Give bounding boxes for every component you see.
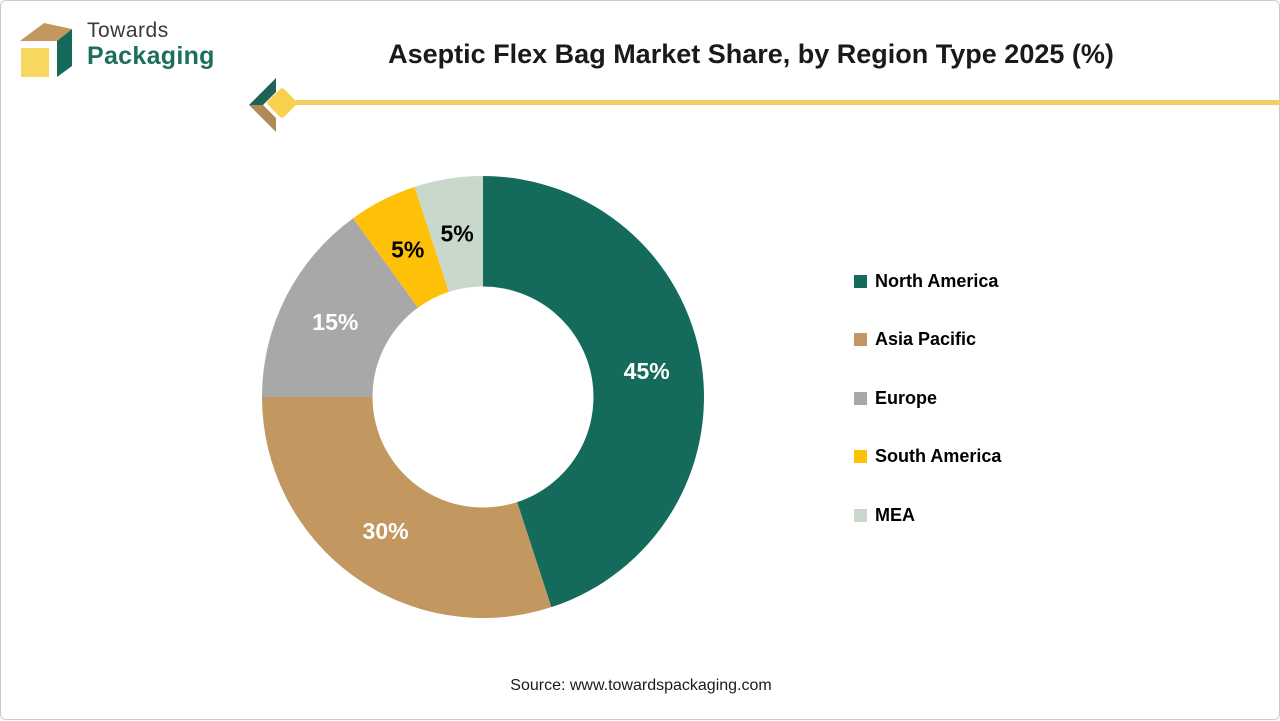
slice-label-north-america: 45%	[624, 358, 670, 384]
logo-box-top-face	[20, 23, 72, 41]
slice-label-asia-pacific: 30%	[363, 518, 409, 544]
legend-item-south-america: South America	[854, 428, 1001, 487]
legend-label-south-america: South America	[875, 446, 1002, 467]
legend-label-asia-pacific: Asia Pacific	[875, 329, 977, 350]
source-text: Source: www.towardspackaging.com	[510, 677, 772, 694]
legend-swatch-south-america	[854, 450, 867, 464]
donut-slice-europe	[262, 218, 419, 397]
legend-label-north-america: North America	[875, 270, 999, 291]
donut-slice-asia-pacific	[262, 397, 552, 618]
slice-label-south-america: 5%	[391, 236, 424, 262]
divider	[249, 78, 1280, 132]
logo-text-towards: Towards	[87, 19, 169, 42]
legend-label-europe: Europe	[875, 387, 938, 408]
legend-swatch-asia-pacific	[854, 333, 867, 347]
donut-slice-south-america	[353, 186, 449, 308]
divider-chevron-green-icon	[249, 78, 276, 105]
legend-swatch-europe	[854, 391, 867, 405]
donut-slice-north-america	[483, 176, 705, 608]
logo-box-side-face	[57, 29, 72, 77]
legend-swatch-mea	[854, 508, 867, 522]
divider-diamond-icon	[267, 88, 297, 118]
legend-label-mea: MEA	[875, 504, 915, 525]
legend-swatch-north-america	[854, 274, 867, 288]
logo-wordmark: Towards Packaging	[87, 20, 215, 69]
slice-label-mea: 5%	[440, 220, 473, 246]
logo-text-packaging: Packaging	[87, 42, 215, 70]
legend-item-mea: MEA	[854, 486, 1001, 545]
legend-item-europe: Europe	[854, 369, 1001, 428]
donut-slice-mea	[414, 176, 483, 292]
logo-box-front-face	[21, 48, 49, 77]
divider-line	[296, 100, 1280, 105]
legend: North America Asia Pacific Europe South …	[854, 252, 1001, 545]
divider-chevron-tan-icon	[249, 105, 276, 132]
legend-item-north-america: North America	[854, 252, 1001, 311]
legend-item-asia-pacific: Asia Pacific	[854, 311, 1001, 370]
logo-box-icon	[20, 23, 72, 77]
slice-label-europe: 15%	[312, 309, 358, 335]
page-title: Aseptic Flex Bag Market Share, by Region…	[388, 39, 1114, 69]
